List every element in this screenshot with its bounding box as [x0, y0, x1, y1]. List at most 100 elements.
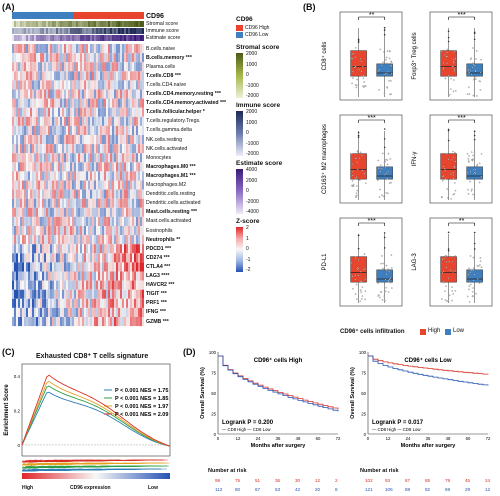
- heatmap-row-label: Mast.cells.resting ***: [146, 209, 198, 216]
- legend-tick: 0: [246, 72, 249, 78]
- legend-tick: 2000: [246, 109, 258, 115]
- risk-value: 67: [255, 487, 261, 492]
- risk-value: 112: [215, 487, 223, 492]
- km-ylabel: Overall Survival (%): [350, 367, 356, 419]
- km-xtick: 0: [367, 436, 370, 441]
- heatmap-row-label: TIGIT ***: [146, 291, 167, 298]
- risk-value: 42: [295, 487, 301, 492]
- gsea-x-low: Low: [148, 485, 158, 491]
- risk-value: 80: [235, 487, 241, 492]
- heatmap-row-label: T.cells.CD8 ***: [146, 72, 181, 79]
- km-xtick: 24: [256, 436, 261, 441]
- legend-tick: 1000: [246, 119, 258, 126]
- gsea-plot: Enrichment Score 0.4 0.2 0 P < 0.001 NES = 1…: [4, 363, 171, 479]
- km-ytick: 25: [361, 412, 366, 417]
- gsea-stat: P < 0.001 NES = 1.85: [115, 396, 168, 402]
- heatmap-row-label: Macrophages.M2: [146, 182, 187, 188]
- gsea-stat: P < 0.001 NES = 1.75: [115, 388, 168, 394]
- km-ytick: 100: [359, 350, 367, 355]
- heatmap-row-label: HAVCR2 ***: [146, 282, 175, 289]
- heatmap-annot-label: Stromal score: [146, 21, 178, 27]
- km-ytick: 75: [211, 371, 216, 376]
- gsea-ytick: 0.4: [14, 374, 21, 379]
- km-legend: — CD8 High — CD8 Low: [222, 427, 271, 432]
- risk-value: 75: [235, 478, 241, 483]
- heatmap-title: CD96: [146, 13, 164, 20]
- heatmap-row-label: Neutrophils **: [146, 236, 181, 243]
- gsea-expression-bar: [22, 473, 170, 479]
- heatmap-row-label: Macrophages.M1 ***: [146, 172, 196, 179]
- heatmap-row-label: LAG3 ****: [146, 273, 170, 279]
- risk-value: 45: [465, 478, 471, 483]
- risk-value: 121: [365, 487, 373, 492]
- heatmap-row-label: Dendritic.cells.activated: [146, 200, 201, 207]
- boxplot-significance: ***: [368, 218, 376, 225]
- boxplot-ylabel: CD8⁺ cells: [321, 42, 328, 71]
- legend-tick: 1: [246, 235, 249, 242]
- heatmap-row-label: NK.cells.activated: [146, 145, 188, 152]
- risk-value: 29: [465, 487, 471, 492]
- legend-low-label: CD96 Low: [245, 32, 269, 38]
- boxplot-frame: [339, 114, 403, 204]
- heatmap-cd96-high-band: [74, 12, 144, 19]
- legend-tick: -1000: [246, 82, 259, 89]
- heatmap-row-label: Plasma.cells: [146, 63, 176, 70]
- boxplot-box: [350, 256, 367, 283]
- boxplot-legend-title: CD96⁺ cells infiltration: [340, 329, 405, 335]
- km-xlabel: Months after surgery: [251, 443, 307, 449]
- km-xtick: 12: [386, 436, 391, 441]
- legend-tick: 0: [246, 246, 249, 252]
- legend-tick: 0: [246, 188, 249, 194]
- legend-estimate-bar: [236, 169, 243, 214]
- legend-tick: -4000: [246, 209, 259, 215]
- boxplot-box: [466, 269, 483, 283]
- km-ytick: 50: [211, 391, 216, 396]
- legend-cd96-title: CD96: [236, 16, 253, 23]
- gsea-curve: [21, 380, 171, 447]
- km-ytick: 50: [361, 391, 366, 396]
- risk-value: 20: [315, 487, 321, 492]
- gsea-title: Exhausted CD8⁺ T cells signature: [36, 353, 149, 360]
- legend-high-swatch: [236, 25, 243, 31]
- legend-tick: -2: [246, 267, 251, 273]
- km-xtick: 72: [336, 436, 341, 441]
- risk-value: 2: [335, 478, 338, 483]
- legend-tick: 2000: [246, 177, 258, 184]
- heatmap-annot-label: Immune score: [146, 28, 179, 34]
- gsea-curve: [21, 391, 171, 447]
- legend-tick: -1: [246, 256, 251, 263]
- boxplot-frame: [429, 11, 493, 101]
- risk-value: 36: [275, 478, 281, 483]
- km-xtick: 0: [217, 436, 220, 441]
- heatmap-row-label: Dendritic.cells.resting: [146, 191, 196, 198]
- legend-tick: 2: [246, 225, 249, 231]
- boxplot-box: [350, 153, 367, 180]
- heatmap-cd96-low-band: [12, 12, 74, 19]
- gsea-ytick: 0: [17, 443, 20, 448]
- km-ytick: 75: [361, 371, 366, 376]
- heatmap-row-label: T.cells.regulatory.Tregs.: [146, 118, 201, 125]
- heatmap-row-label: B.cells.memory ***: [146, 54, 192, 61]
- km-legend: — CD8 High — CD8 Low: [372, 427, 421, 432]
- risk-value: 87: [405, 478, 411, 483]
- legend-high-label: CD96 High: [245, 25, 270, 31]
- km-ytick: 0: [214, 432, 217, 437]
- heatmap-row-label: T.cells.follicular.helper *: [146, 109, 205, 116]
- heatmap-row-label: T.cells.gamma.delta: [146, 127, 192, 134]
- risk-value: 12: [485, 487, 491, 492]
- km-pvalue: Logrank P = 0.017: [372, 420, 424, 426]
- risk-value: 106: [385, 487, 393, 492]
- risk-value: 24: [485, 478, 491, 483]
- gsea-ylabel: Enrichment Score: [4, 384, 10, 436]
- gsea-curve: [21, 374, 171, 447]
- boxplot-legend-low-swatch: [445, 329, 451, 335]
- heatmap-row-label: Macrophages.M0 ***: [146, 163, 196, 170]
- boxplot-frame: [339, 217, 403, 307]
- risk-title-right: Number at risk: [360, 468, 399, 474]
- km-curve: [218, 355, 339, 412]
- boxplot-frame: [429, 217, 493, 307]
- heatmap-row-label: T.cells.CD4.memory.resting ***: [146, 91, 221, 97]
- panel-a-label: (A): [2, 2, 15, 12]
- boxplot-ylabel: CD163⁺ M2 macrophages: [321, 124, 328, 194]
- legend-tick: -2000: [246, 93, 259, 99]
